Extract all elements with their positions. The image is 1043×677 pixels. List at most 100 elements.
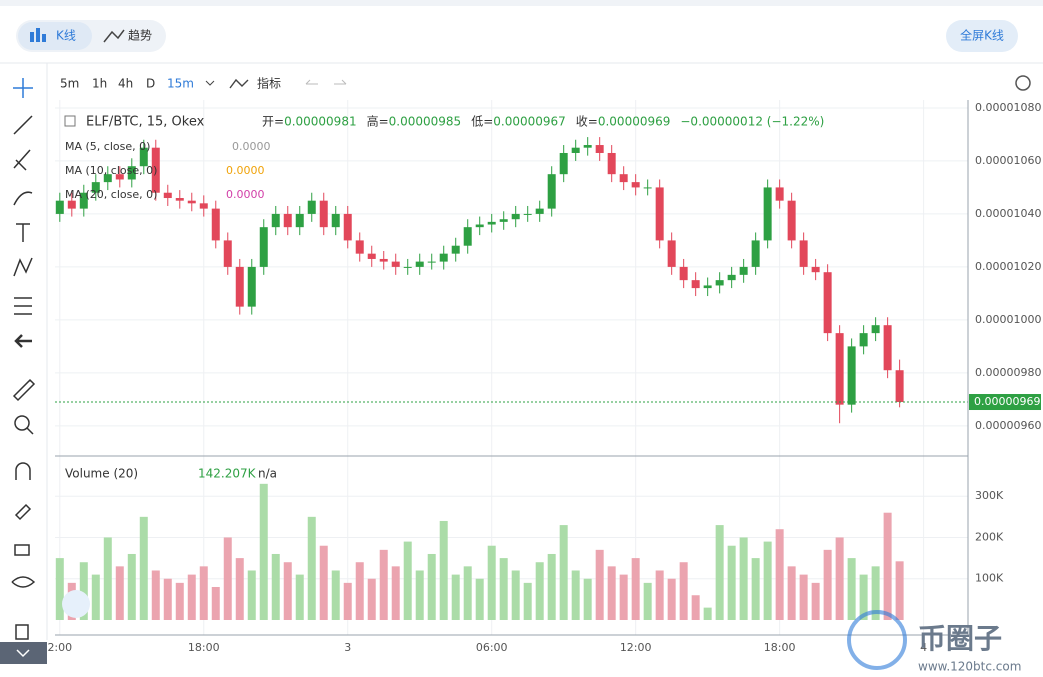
candle-body — [547, 174, 556, 209]
volume-value: 142.207K — [198, 467, 257, 481]
candle-body — [187, 200, 196, 204]
candle-body — [295, 213, 304, 228]
volume-bar — [739, 537, 748, 620]
settings-icon[interactable] — [1015, 75, 1031, 91]
candle-body — [451, 245, 460, 254]
candle-body — [823, 272, 832, 334]
volume-bar — [403, 541, 412, 620]
volume-bar — [787, 566, 796, 620]
candle-body — [343, 213, 352, 241]
volume-bar — [583, 578, 592, 620]
x-tick-label: 18:00 — [188, 641, 220, 654]
volume-bar — [391, 566, 400, 620]
candle-body — [847, 346, 856, 405]
y-tick-label: 0.00001060 — [975, 154, 1041, 167]
candle-body — [367, 253, 376, 259]
volume-bar — [799, 574, 808, 620]
ohlc-label: 开= — [262, 115, 284, 129]
volume-bar — [487, 545, 496, 620]
volume-bar — [451, 574, 460, 620]
candle-body — [139, 147, 148, 167]
last-price-tag — [969, 394, 1041, 411]
candle-body — [835, 333, 844, 405]
volume-bar — [127, 553, 136, 620]
candle-body — [259, 227, 268, 267]
ohlc-value: 0.00000967 — [493, 115, 566, 129]
collapse-btn[interactable] — [0, 642, 47, 664]
tab-kline-bg[interactable] — [18, 22, 92, 50]
volume-bar — [547, 553, 556, 620]
volume-bar — [595, 549, 604, 620]
interval-active[interactable]: 15m — [167, 77, 194, 91]
volume-bar — [355, 562, 364, 620]
change: −0.00000012 (−1.22%) — [680, 115, 824, 129]
volume-bar — [559, 525, 568, 620]
candle-body — [115, 174, 124, 180]
volume-bar — [847, 558, 856, 620]
x-tick-label: 06:00 — [476, 641, 508, 654]
volume-bar — [439, 520, 448, 620]
grid — [55, 100, 968, 635]
volume-bar — [679, 562, 688, 620]
candle-body — [271, 213, 280, 228]
collapse-legend[interactable] — [64, 115, 76, 127]
volume-bar — [463, 566, 472, 620]
ma-name: MA (10, close, 0) — [65, 164, 157, 177]
candle-body — [607, 152, 616, 175]
candle-body — [571, 147, 580, 153]
candle-body — [559, 152, 568, 175]
collapse-icon — [16, 649, 30, 658]
candle-body — [811, 266, 820, 273]
interval[interactable]: D — [146, 77, 155, 91]
tab-trend[interactable]: 趋势 — [128, 29, 152, 43]
volume-bar — [523, 582, 532, 620]
y-tick-label: 0.00000980 — [975, 366, 1041, 379]
y-tick-label: 0.00001000 — [975, 313, 1041, 326]
ma-name: MA (5, close, 0) — [65, 140, 150, 153]
volume-bar — [283, 562, 292, 620]
volume-bar — [307, 516, 316, 620]
ma-name: MA (20, close, 0) — [65, 188, 157, 201]
x-tick-label: 12:00 — [620, 641, 652, 654]
candle-body — [91, 182, 100, 193]
tab-kline[interactable]: K线 — [56, 29, 76, 43]
fullscreen-label[interactable]: 全屏K线 — [960, 28, 1004, 43]
volume-bar — [259, 483, 268, 620]
candle-body — [55, 200, 64, 214]
volume-bar — [199, 566, 208, 620]
ohlc-label: 低= — [471, 115, 493, 129]
volume-bar — [367, 578, 376, 620]
candle-body — [787, 200, 796, 241]
ohlc-value: 0.00000985 — [389, 115, 462, 129]
ma-value: 0.0000 — [232, 140, 271, 153]
tool-icons — [11, 78, 36, 640]
indicators-btn[interactable]: 指标 — [257, 76, 281, 91]
symbol: ELF/BTC, 15, Okex — [86, 115, 205, 130]
volume-bar — [703, 607, 712, 620]
ohlc-label: 高= — [367, 114, 389, 129]
volume-bar — [895, 561, 904, 620]
candle-body — [403, 266, 412, 268]
volume-bar — [775, 529, 784, 620]
candle-body — [715, 280, 724, 286]
candle-body — [499, 219, 508, 222]
volume-bar — [727, 545, 736, 620]
volume-bar — [103, 537, 112, 620]
x-tick-label: 3 — [344, 641, 351, 654]
candle-body — [583, 145, 592, 148]
candle-body — [283, 213, 292, 228]
interval[interactable]: 4h — [118, 77, 133, 91]
volume-bar — [331, 570, 340, 620]
interval[interactable]: 5m — [60, 77, 79, 91]
last-price-label: 0.00000969 — [974, 395, 1040, 408]
candle-body — [631, 182, 640, 188]
candle-body — [871, 325, 880, 334]
volume-bar — [811, 582, 820, 620]
candle-body — [667, 240, 676, 267]
watermark-url: www.120btc.com — [918, 660, 1021, 674]
interval[interactable]: 1h — [92, 77, 107, 91]
volume-bar — [667, 578, 676, 620]
fullscreen-btn[interactable] — [946, 20, 1018, 52]
volume-tick-label: 100K — [975, 572, 1004, 585]
volume-bar — [379, 549, 388, 620]
